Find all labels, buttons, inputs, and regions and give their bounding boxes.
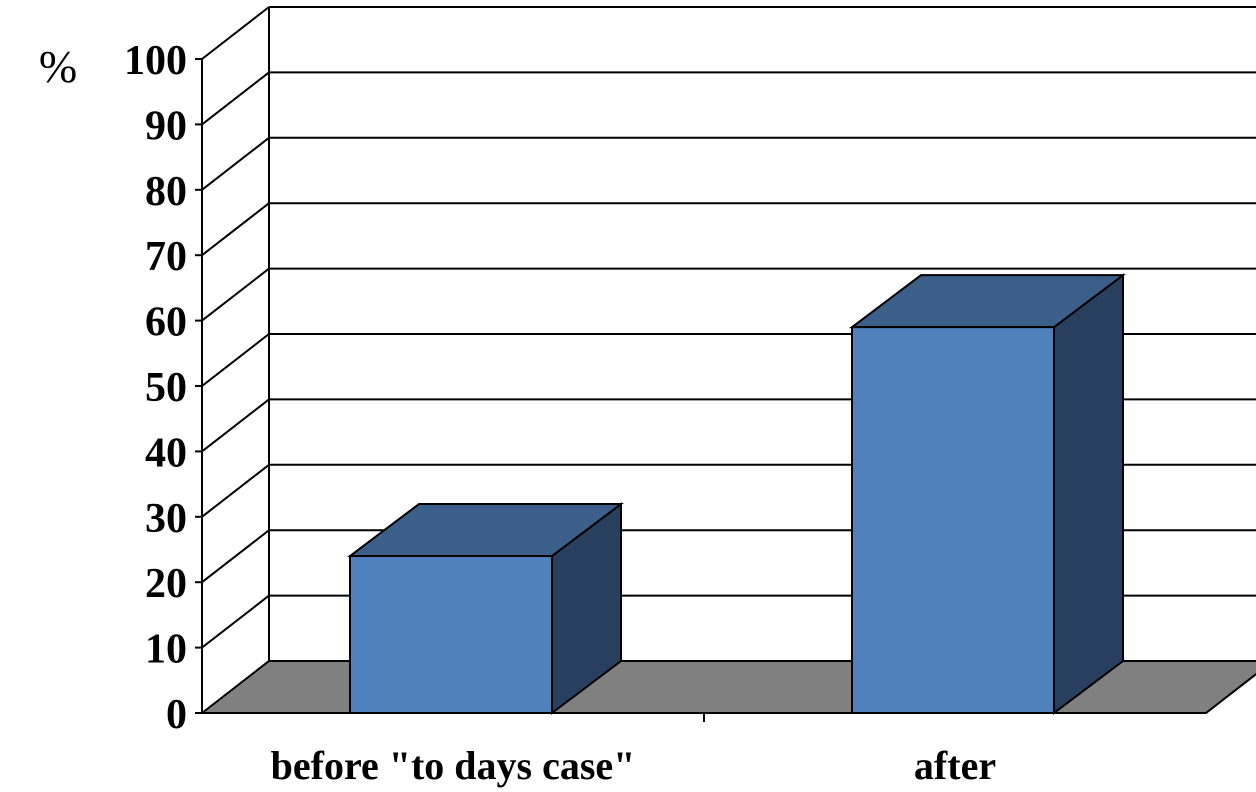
y-tick-label: 100 xyxy=(124,38,187,84)
y-tick-label: 20 xyxy=(145,561,187,607)
gridline-side xyxy=(201,267,270,322)
gridline-side xyxy=(201,202,270,256)
bar-front-face xyxy=(349,555,553,714)
gridline-side xyxy=(201,398,270,453)
x-tick-label: after xyxy=(914,743,996,788)
bar-side-face xyxy=(1053,273,1124,716)
gridline-side xyxy=(201,6,270,60)
bars xyxy=(347,273,1126,716)
chart-axes xyxy=(195,7,705,722)
y-axis-label: % xyxy=(39,41,77,92)
gridline-side xyxy=(201,137,270,191)
bar-front-face xyxy=(851,326,1055,714)
chart-labels: % 0 10 20 30 40 50 60 70 80 90 100 before "to days … xyxy=(39,38,996,788)
y-tick-label: 50 xyxy=(145,365,187,411)
y-tick-label: 80 xyxy=(145,169,187,215)
y-tick-label: 10 xyxy=(145,627,187,673)
y-tick-label: 40 xyxy=(145,430,187,476)
bar xyxy=(849,273,1126,716)
gridline-side xyxy=(201,71,270,126)
x-tick-label: before "to days case" xyxy=(271,743,636,788)
gridline-side xyxy=(201,333,270,387)
y-tick-label: 70 xyxy=(145,234,187,280)
bar xyxy=(347,502,624,716)
gridline-side xyxy=(201,529,270,583)
gridline-side xyxy=(201,594,270,649)
y-tick-label: 90 xyxy=(145,103,187,149)
gridline-side xyxy=(201,464,270,518)
y-tick-label: 0 xyxy=(166,692,187,738)
y-tick-label: 60 xyxy=(145,300,187,346)
y-tick-label: 30 xyxy=(145,496,187,542)
